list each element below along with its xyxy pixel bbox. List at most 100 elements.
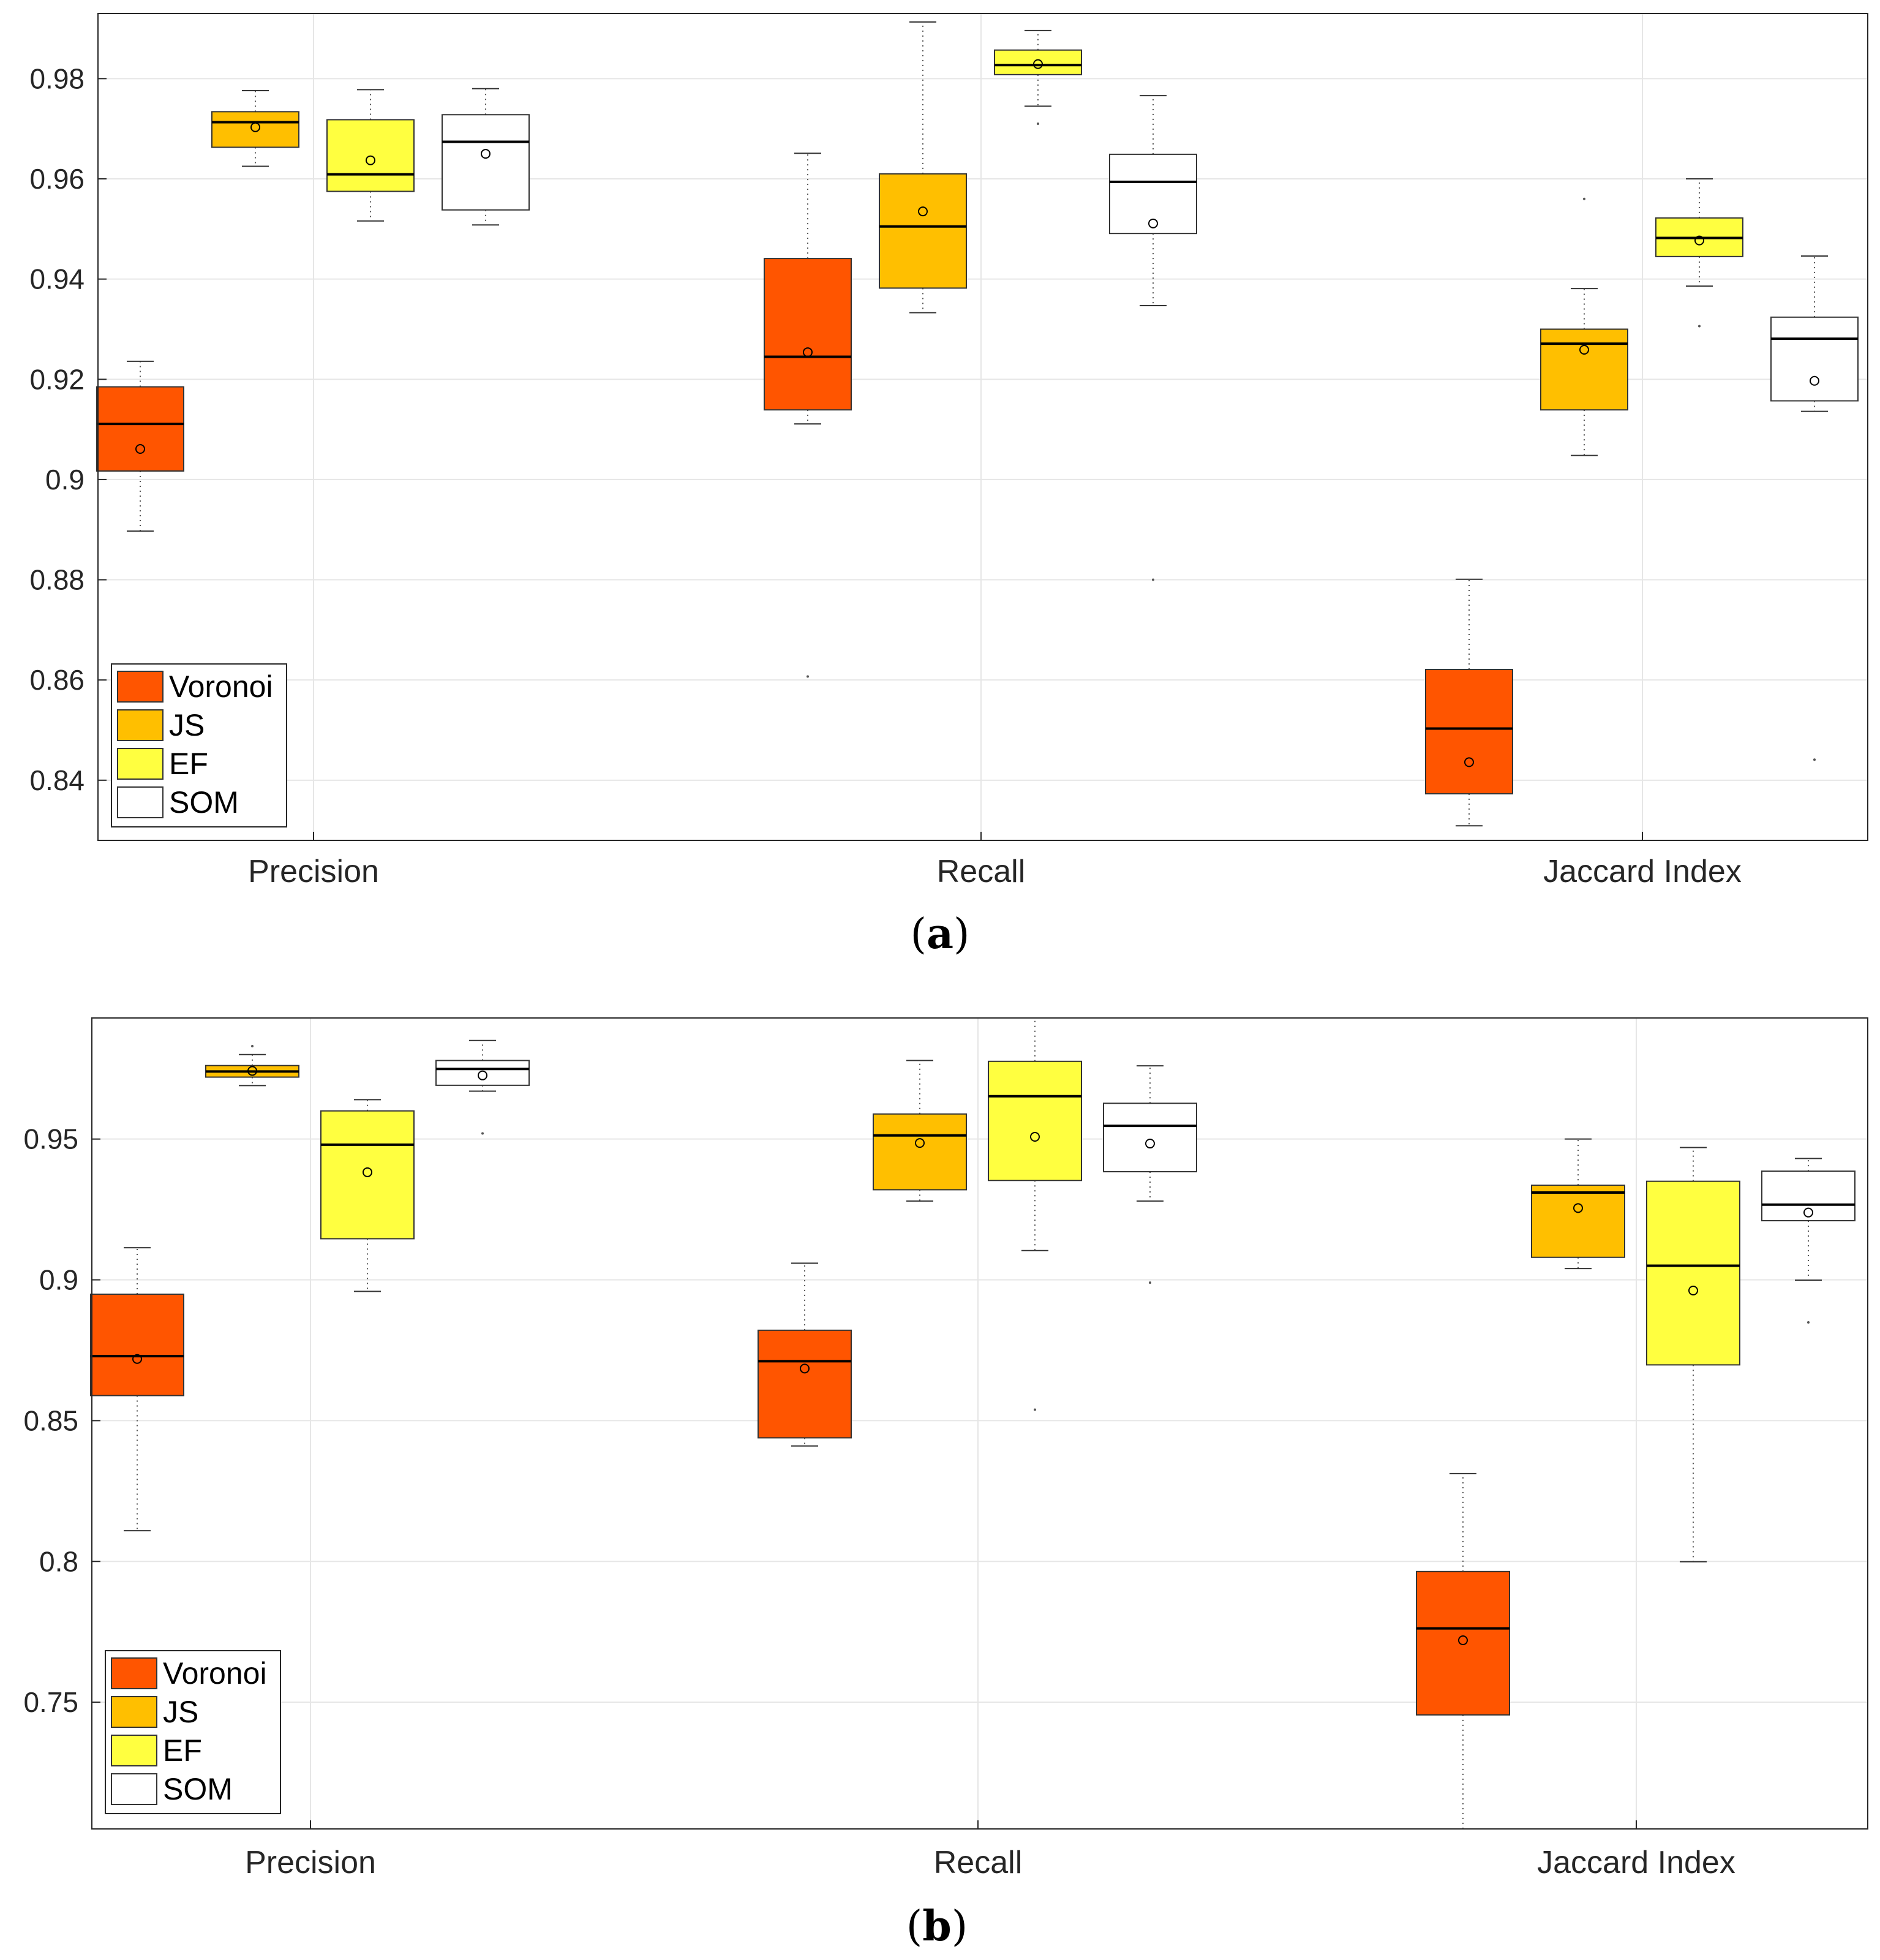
- outlier-point: [251, 1044, 254, 1047]
- box-precision-voronoi: [96, 360, 184, 532]
- mean-marker: [1810, 375, 1819, 386]
- mean-marker: [1579, 345, 1589, 355]
- box-iqr: [442, 114, 530, 211]
- box-jaccard-index-som: [1770, 255, 1859, 761]
- box-iqr: [988, 1060, 1082, 1182]
- y-tick-label: 0.95: [23, 1123, 78, 1155]
- outlier-point: [481, 1132, 484, 1135]
- outlier-point: [1698, 325, 1701, 328]
- box-recall-som: [1103, 1065, 1197, 1284]
- panel-a-y-axis: 0.84 0.86 0.88 0.9 0.92 0.94 0.96 0.98: [29, 62, 107, 796]
- legend-swatch-som: [117, 786, 164, 818]
- legend-label-js: JS: [163, 1695, 198, 1729]
- y-tick-label: 0.9: [45, 464, 85, 496]
- panel-b-boxes: [90, 1017, 1856, 1830]
- box-iqr: [764, 258, 852, 411]
- box-jaccard-index-voronoi: [1416, 1472, 1510, 1830]
- mean-marker: [1145, 1139, 1155, 1149]
- panel-a-boxplot: 0.84 0.86 0.88 0.9 0.92 0.94 0.96 0.98 Precisio…: [29, 13, 1868, 889]
- legend-swatch-voronoi: [111, 1657, 157, 1689]
- box-recall-voronoi: [764, 153, 852, 678]
- x-tick-label-recall: Recall: [937, 854, 1026, 889]
- x-tick-label-jaccard-index: Jaccard Index: [1543, 854, 1742, 889]
- box-precision-js: [205, 1044, 299, 1087]
- outlier-point: [1034, 1408, 1036, 1411]
- box-iqr: [1770, 316, 1859, 402]
- mean-marker: [1458, 1635, 1468, 1645]
- box-iqr: [320, 1110, 415, 1240]
- panel-a-axes-frame: [97, 13, 1868, 841]
- outlier-point: [1152, 578, 1154, 581]
- legend-label-ef: EF: [163, 1733, 202, 1768]
- box-iqr: [873, 1113, 967, 1191]
- mean-marker: [1803, 1207, 1813, 1218]
- legend-label-ef: EF: [169, 747, 208, 781]
- box-iqr: [1425, 669, 1513, 794]
- box-iqr: [879, 173, 967, 289]
- y-tick-label: 0.98: [29, 62, 85, 94]
- legend-label-js: JS: [169, 708, 205, 742]
- box-iqr: [994, 49, 1082, 75]
- box-jaccard-index-js: [1540, 197, 1628, 456]
- mean-marker: [1033, 59, 1043, 69]
- box-iqr: [1540, 328, 1628, 411]
- mean-marker: [1694, 235, 1704, 246]
- mean-marker: [481, 149, 491, 159]
- box-recall-som: [1109, 95, 1197, 581]
- panel-b-caption: (b): [906, 1902, 968, 1951]
- panel-a-boxes: [96, 21, 1859, 827]
- y-tick-label: 0.8: [39, 1545, 78, 1577]
- y-tick-label: 0.88: [29, 564, 85, 596]
- panel-a-caption: (a): [910, 910, 969, 959]
- mean-marker: [135, 444, 145, 454]
- mean-marker: [1573, 1203, 1583, 1213]
- box-recall-ef: [994, 29, 1082, 125]
- box-jaccard-index-voronoi: [1425, 578, 1513, 827]
- mean-marker: [918, 206, 928, 217]
- legend-swatch-som: [111, 1773, 157, 1805]
- legend-swatch-ef: [117, 748, 164, 780]
- x-tick-label-precision: Precision: [245, 1845, 376, 1880]
- panel-a-x-axis: Precision Recall Jaccard Index: [248, 832, 1742, 889]
- outlier-point: [1149, 1281, 1151, 1284]
- mean-marker: [250, 122, 260, 132]
- legend-label-voronoi: Voronoi: [169, 669, 273, 704]
- y-tick-label: 0.86: [29, 664, 85, 696]
- panel-a-legend: Voronoi JS EF SOM: [111, 663, 287, 827]
- box-precision-js: [211, 90, 299, 167]
- mean-marker: [478, 1070, 487, 1080]
- legend-swatch-js: [111, 1696, 157, 1728]
- mean-marker: [247, 1066, 257, 1076]
- outlier-point: [1583, 197, 1585, 200]
- box-precision-som: [435, 1039, 530, 1135]
- y-tick-label: 0.84: [29, 764, 85, 796]
- legend-swatch-js: [117, 709, 164, 741]
- box-iqr: [435, 1060, 530, 1086]
- panel-b-legend: Voronoi JS EF SOM: [105, 1650, 281, 1814]
- mean-marker: [1030, 1132, 1040, 1142]
- mean-marker: [1688, 1286, 1698, 1296]
- mean-marker: [915, 1138, 925, 1148]
- mean-marker: [363, 1167, 372, 1177]
- box-recall-ef: [988, 1017, 1082, 1411]
- outlier-point: [807, 675, 809, 678]
- mean-marker: [800, 1363, 810, 1374]
- mean-marker: [132, 1354, 142, 1364]
- panel-b-y-axis: 0.75 0.8 0.85 0.9 0.95: [23, 1123, 100, 1718]
- x-tick-label-precision: Precision: [248, 854, 379, 889]
- panel-b-boxplot: 0.75 0.8 0.85 0.9 0.95 Precision Recall Jaccar…: [23, 1017, 1868, 1880]
- mean-marker: [366, 155, 375, 165]
- outlier-point: [1813, 758, 1816, 761]
- y-tick-label: 0.9: [39, 1264, 78, 1296]
- box-iqr: [90, 1293, 184, 1396]
- y-tick-label: 0.92: [29, 363, 85, 395]
- y-tick-label: 0.85: [23, 1404, 78, 1436]
- panel-b-grid: [92, 1018, 1868, 1829]
- box-iqr: [1646, 1180, 1740, 1366]
- box-jaccard-index-ef: [1646, 1147, 1740, 1562]
- y-tick-label: 0.96: [29, 163, 85, 195]
- legend-label-voronoi: Voronoi: [163, 1656, 267, 1691]
- box-iqr: [1761, 1170, 1856, 1221]
- box-recall-js: [873, 1060, 967, 1202]
- box-iqr: [1531, 1185, 1625, 1258]
